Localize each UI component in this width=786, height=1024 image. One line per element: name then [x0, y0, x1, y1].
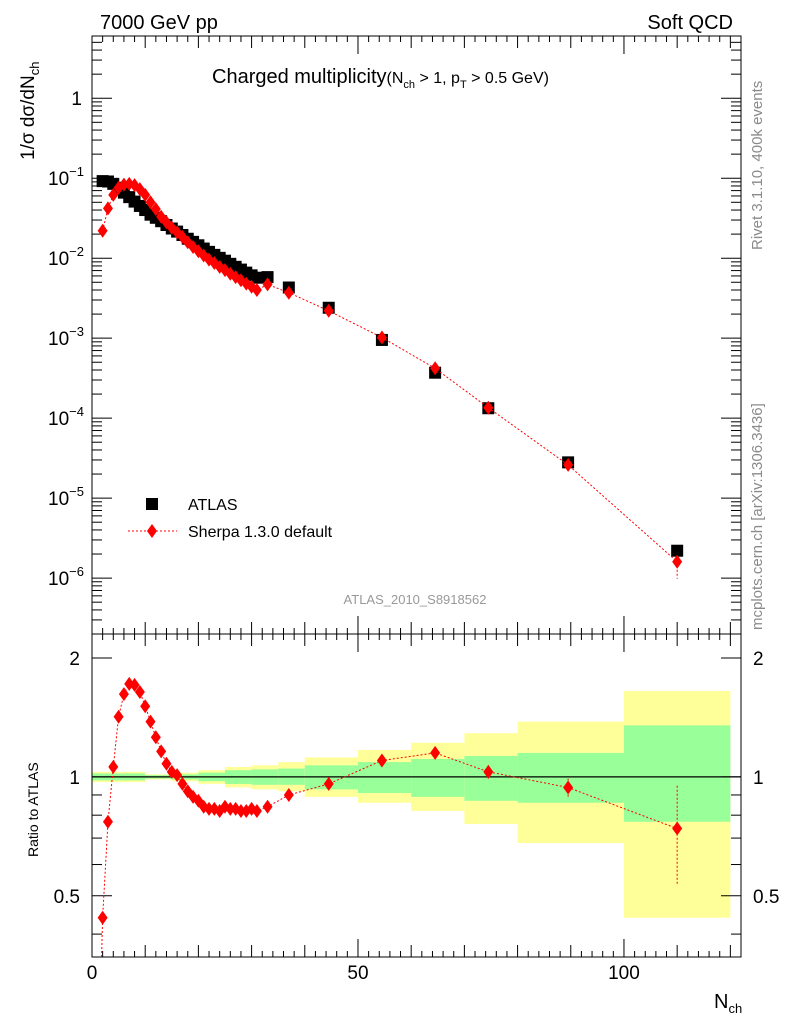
ratio-mc-point	[376, 753, 387, 768]
ratio-y-tick-label-right: 1	[753, 768, 764, 789]
data-point	[671, 544, 684, 557]
ratio-mc-point	[235, 803, 246, 818]
data-point	[250, 271, 263, 284]
ratio-mc-point	[177, 776, 188, 791]
main-y-tick-label: 10−4	[48, 404, 84, 430]
header-right: Soft QCD	[647, 12, 733, 34]
ratio-mc-point	[118, 687, 129, 702]
ratio-y-tick-label-left: 0.5	[54, 887, 80, 908]
ratio-mc-point	[172, 768, 183, 783]
plot-title: Charged multiplicity(Nch > 1, pT > 0.5 G…	[212, 66, 549, 91]
legend-data-marker	[146, 498, 158, 510]
main-y-tick-label: 10−2	[48, 244, 84, 270]
mc-point	[283, 285, 294, 300]
main-y-tick-label: 1	[71, 89, 82, 110]
ratio-axes: 0 50 100 0.5 0.5 1 1 2 2	[54, 633, 779, 984]
legend-mc-label: Sherpa 1.3.0 default	[188, 524, 333, 541]
x-tick-label: 50	[347, 963, 368, 984]
ratio-mc-point	[150, 730, 161, 745]
ratio-mc-point	[323, 776, 334, 791]
ratio-mc-points	[97, 676, 683, 958]
ratio-y-tick-label-right: 2	[753, 649, 764, 670]
mcplots-label: mcplots.cern.ch [arXiv:1306.3436]	[749, 403, 766, 630]
mc-point	[145, 195, 156, 210]
mc-point	[323, 303, 334, 318]
legend: ATLAS Sherpa 1.3.0 default	[128, 497, 333, 541]
legend-data-label: ATLAS	[188, 497, 238, 514]
mc-point	[140, 187, 151, 202]
ratio-mc-point	[262, 799, 273, 814]
ratio-y-tick-label-left: 1	[69, 768, 80, 789]
x-tick-label: 0	[87, 963, 98, 984]
header-left: 7000 GeV pp	[100, 12, 218, 34]
ratio-mc-point	[102, 814, 113, 829]
ratio-band-inner	[464, 755, 518, 801]
analysis-tag: ATLAS_2010_S8918562	[344, 592, 487, 607]
ratio-mc-point	[283, 787, 294, 802]
ratio-mc-point	[430, 745, 441, 760]
mc-point	[563, 457, 574, 472]
ratio-mc-point	[483, 764, 494, 779]
mc-point	[97, 223, 108, 238]
legend-mc-marker	[147, 524, 157, 538]
mc-point	[108, 187, 119, 202]
ratio-band-inner	[357, 762, 412, 794]
ratio-mc-point	[156, 744, 167, 759]
ratio-mc-point	[129, 677, 140, 692]
ratio-y-tick-label-right: 0.5	[753, 887, 779, 908]
ratio-mc-point	[251, 803, 262, 818]
ratio-mc-point	[134, 685, 145, 700]
main-y-tick-label: 10−6	[48, 564, 84, 590]
main-axes: 10−6 10−5 10−4 10−3 10−2 10−1 1	[48, 35, 742, 635]
main-y-tick-label: 10−5	[48, 484, 84, 510]
mc-point	[251, 283, 262, 298]
ratio-mc-point	[161, 756, 172, 771]
ratio-mc-point	[563, 780, 574, 795]
ratio-y-tick-label-left: 2	[69, 649, 80, 670]
ratio-mc-point	[225, 801, 236, 816]
ratio-mc-point	[108, 759, 119, 774]
main-y-axis-label: 1/σ dσ/dNch	[18, 62, 42, 160]
ratio-mc-point	[97, 910, 108, 925]
main-y-tick-label: 10−3	[48, 324, 84, 350]
mc-point	[430, 361, 441, 376]
mc-point	[483, 400, 494, 415]
ratio-mc-point	[140, 699, 151, 714]
ratio-band-inner	[623, 725, 731, 822]
mc-point	[672, 554, 683, 569]
x-axis-label: Nch	[714, 991, 742, 1016]
main-mc-points	[97, 176, 683, 579]
ratio-mc-point	[672, 821, 683, 836]
ratio-mc-point	[204, 801, 215, 816]
main-y-tick-label: 10−1	[48, 164, 84, 190]
ratio-uncertainty-bands	[92, 690, 741, 918]
mc-point	[262, 277, 273, 292]
mc-point	[102, 201, 113, 216]
mc-point	[376, 330, 387, 345]
data-point	[261, 271, 274, 284]
main-data-points	[96, 175, 684, 557]
ratio-mc-point	[145, 714, 156, 729]
ratio-y-axis-label: Ratio to ATLAS	[25, 762, 41, 857]
mc-point	[150, 202, 161, 217]
ratio-mc-point	[113, 709, 124, 724]
rivet-version-label: Rivet 3.1.10, 400k events	[749, 81, 766, 250]
x-tick-label: 100	[608, 963, 640, 984]
ratio-band-inner	[411, 758, 465, 797]
main-plot-frame	[91, 35, 742, 635]
ratio-band-inner	[517, 752, 624, 803]
